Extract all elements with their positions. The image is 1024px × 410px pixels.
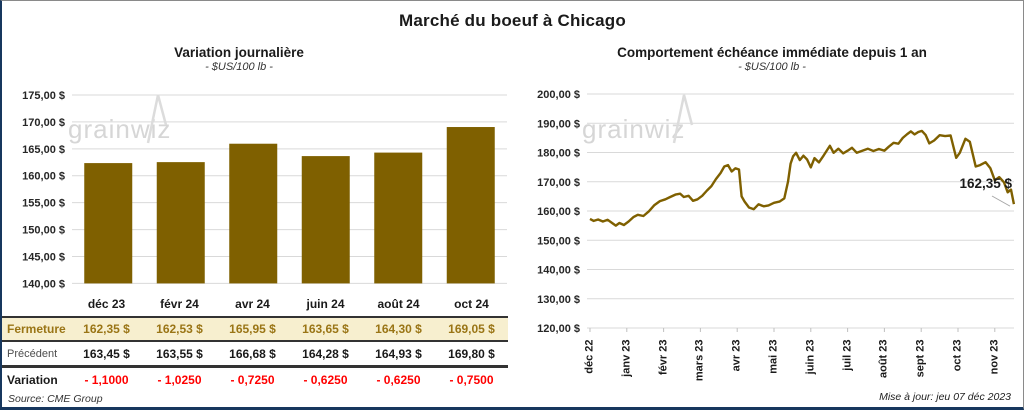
x-axis-tick-label: mai 23 — [767, 339, 780, 374]
variation-value-cell: - 1,0250 — [157, 373, 202, 387]
line-chart-svg: 200,00 $ 190,00 $ 180,00 $ 170,00 $ 160,00 $… — [537, 89, 1016, 335]
bar-chart-title: Variation journalière — [174, 45, 304, 60]
y-axis-tick-label: 170,00 $ — [537, 177, 580, 189]
bar-avr 24 — [229, 143, 278, 284]
bar-chart-subtitle: - $US/100 lb - — [205, 61, 273, 73]
y-axis-tick-label: 150,00 $ — [537, 235, 580, 247]
fermeture-value-cell: 163,65 $ — [302, 322, 349, 336]
fermeture-value-cell: 164,30 $ — [375, 322, 422, 336]
x-axis-tick-label: avr 23 — [730, 339, 743, 372]
variation-value-cell: - 1,1000 — [84, 373, 129, 387]
x-axis-tick-label: déc 22 — [583, 339, 596, 374]
month-header-cell: oct 24 — [454, 297, 489, 311]
y-axis-tick-label: 165,00 $ — [22, 144, 65, 156]
x-axis-tick-label: sept 23 — [914, 339, 927, 378]
precedent-value-cell: 163,45 $ — [83, 346, 130, 361]
x-axis-tick-label: août 23 — [877, 339, 890, 379]
fermeture-value-cell: 162,53 $ — [156, 322, 203, 336]
table-row-variation: Variation - 1,1000 - 1,0250 - 0,7250 - 0,625… — [2, 365, 508, 392]
fermeture-value-cell: 165,95 $ — [229, 322, 276, 336]
watermark-check-icon — [672, 94, 694, 144]
precedent-value-cell: 163,55 $ — [156, 346, 203, 361]
y-axis-tick-label: 140,00 $ — [22, 278, 65, 290]
x-axis-tick-label: juin 23 — [804, 339, 817, 375]
line-chart-title: Comportement échéance immédiate depuis 1… — [617, 45, 927, 60]
bar-févr 24 — [156, 162, 205, 284]
table-row-fermeture-label: Fermeture — [7, 322, 66, 336]
y-axis-tick-label: 155,00 $ — [22, 198, 65, 210]
y-axis-tick-label: 170,00 $ — [22, 117, 65, 129]
bar-déc 23 — [84, 163, 133, 284]
y-axis-tick-label: 120,00 $ — [537, 323, 580, 335]
line-chart-subtitle: - $US/100 lb - — [738, 61, 806, 73]
last-price-annotation: 162,35 $ — [959, 176, 1012, 191]
fermeture-value-cell: 169,05 $ — [448, 322, 495, 336]
source-note: Source: CME Group — [8, 393, 103, 405]
y-axis-tick-label: 190,00 $ — [537, 118, 580, 130]
month-header-cell: févr 24 — [160, 297, 199, 311]
y-axis-tick-label: 200,00 $ — [537, 89, 580, 101]
y-axis-tick-label: 130,00 $ — [537, 294, 580, 306]
month-header-cell: déc 23 — [87, 297, 126, 311]
variation-value-cell: - 0,6250 — [303, 373, 348, 387]
table-row-fermeture: Fermeture 162,35 $ 162,53 $ 165,95 $ 163,65 … — [2, 316, 508, 342]
x-axis-tick-label: juil 23 — [841, 339, 854, 371]
month-header-cell: juin 24 — [306, 297, 345, 311]
bar-oct 24 — [446, 127, 495, 284]
table-month-header-row: déc 23 févr 24 avr 24 juin 24 août 24 oct 24 — [2, 292, 508, 316]
y-axis-tick-label: 145,00 $ — [22, 251, 65, 263]
precedent-value-cell: 166,68 $ — [229, 346, 276, 361]
price-line — [589, 129, 1016, 227]
y-axis-tick-label: 175,00 $ — [22, 90, 65, 102]
bar-chart-svg: 175,00 $ 170,00 $ 165,00 $ 160,00 $ 155,00 $… — [22, 90, 507, 290]
table-row-precedent: Précédent 163,45 $ 163,55 $ 166,68 $ 164,28 … — [2, 342, 508, 365]
precedent-value-cell: 164,93 $ — [375, 346, 422, 361]
table-row-precedent-label: Précédent — [7, 347, 58, 360]
annotation-leader-line — [991, 195, 1011, 207]
bar-août 24 — [374, 152, 423, 284]
line-chart-header: Comportement échéance immédiate depuis 1… — [532, 45, 1012, 73]
x-axis-tick-label: mars 23 — [693, 339, 706, 382]
x-axis-tick-label: oct 23 — [951, 339, 964, 372]
month-header-cell: août 24 — [377, 297, 420, 311]
watermark-check-icon — [146, 94, 168, 144]
variation-value-cell: - 0,7250 — [230, 373, 275, 387]
x-axis-tick-label: janv 23 — [620, 339, 633, 377]
x-axis-tick-label: nov 23 — [988, 339, 1001, 375]
variation-value-cell: - 0,6250 — [376, 373, 421, 387]
precedent-value-cell: 169,80 $ — [448, 346, 495, 361]
bar-juin 24 — [301, 156, 350, 284]
y-axis-tick-label: 160,00 $ — [537, 206, 580, 218]
y-axis-tick-label: 140,00 $ — [537, 265, 580, 277]
y-axis-tick-label: 180,00 $ — [537, 148, 580, 160]
table-row-variation-label: Variation — [7, 373, 58, 387]
x-axis-tick-label: févr 23 — [657, 339, 670, 375]
page-title: Marché du boeuf à Chicago — [399, 11, 626, 30]
precedent-value-cell: 164,28 $ — [302, 346, 349, 361]
y-axis-tick-label: 150,00 $ — [22, 225, 65, 237]
y-axis-tick-label: 160,00 $ — [22, 171, 65, 183]
fermeture-value-cell: 162,35 $ — [83, 322, 130, 336]
bar-chart-header: Variation journalière - $US/100 lb - — [2, 45, 476, 73]
variation-value-cell: - 0,7500 — [449, 373, 494, 387]
updated-note: Mise à jour: jeu 07 déc 2023 — [879, 391, 1011, 403]
month-header-cell: avr 24 — [235, 297, 270, 311]
